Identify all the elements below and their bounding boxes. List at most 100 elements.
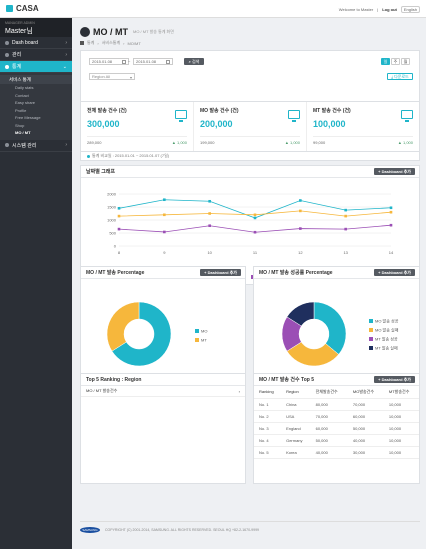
table-cell: 50,000 [347, 422, 384, 435]
sidebar-item-dashboard[interactable]: Dash board › [0, 37, 72, 49]
table-cell: China [281, 398, 311, 411]
stat-delta: ▲ 1,000 [397, 140, 413, 145]
pie-slice [313, 301, 347, 355]
welcome-text: Welcome to Master [338, 7, 374, 12]
plus-icon: + [204, 270, 208, 275]
top-bar: CASA Welcome to Master | Log out English [0, 0, 426, 18]
chevron-right-icon: › [65, 51, 67, 58]
sidebar-item-system[interactable]: 시스템 관리 › [0, 140, 72, 152]
search-button[interactable]: ⌕ 검색 [184, 58, 204, 65]
top5-row[interactable]: MO / MT 발송건수 › [81, 386, 245, 397]
date-to-input[interactable]: 2015.01.08 [133, 58, 173, 65]
y-tick-label: 500 [109, 231, 116, 236]
table-cell: 10,000 [383, 398, 419, 411]
add-dashboard-button[interactable]: + Dashboard 추가 [374, 269, 415, 276]
stat-label: MT 발송 건수 (건) [313, 108, 351, 114]
logo[interactable]: CASA [6, 4, 39, 13]
language-select[interactable]: English [400, 6, 420, 13]
plus-icon: + [378, 169, 382, 174]
legend-swatch [250, 275, 255, 279]
date-to-value: 2015.01.08 [136, 59, 157, 64]
legend-swatch [369, 337, 373, 341]
legend-label: MT 발송 실패 [375, 345, 398, 351]
x-tick-label: 10 [207, 250, 212, 255]
sidebar-item-stats[interactable]: 통계 ⌄ [0, 61, 72, 73]
table-row: No. 4 Germany 50,000 40,000 10,000 [254, 434, 419, 447]
sidebar-subitem[interactable]: Easy share [15, 100, 36, 106]
sidebar-subitem[interactable]: Shop [15, 122, 25, 128]
breadcrumb-item[interactable]: 서비스통계 [101, 40, 121, 45]
calendar-icon[interactable] [166, 60, 170, 64]
y-tick-label: 1500 [107, 205, 117, 210]
table-cell: 10,000 [383, 434, 419, 447]
region-select[interactable]: Region All ▾ [89, 73, 135, 80]
breadcrumb-item[interactable]: 통계 [87, 40, 95, 45]
stat-value: 200,000 [200, 119, 233, 129]
x-tick-label: 12 [298, 250, 303, 255]
samsung-logo: SAMSUNG [80, 526, 100, 533]
sidebar-subitem[interactable]: Profile [15, 107, 27, 113]
compare-note-text: 통계 비교일 : 2015.01.01 ~ 2015.01.07 (7일) [92, 153, 170, 158]
data-point [208, 212, 211, 215]
table-header-row: Ranking Region 전체발송건수 MO발송건수 MT발송건수 [254, 386, 419, 399]
dashboard-icon [5, 40, 9, 45]
period-week-button[interactable]: 주 [391, 58, 400, 65]
table-row: No. 1 China 80,000 70,000 10,000 [254, 398, 419, 411]
data-point [299, 209, 302, 213]
table-header-cell: Region [281, 386, 311, 399]
add-dashboard-button[interactable]: + Dashboard 추가 [374, 376, 415, 383]
legend-swatch [195, 338, 199, 342]
page-icon [80, 27, 90, 37]
sidebar-subitem[interactable]: Contact [15, 92, 29, 98]
sidebar-subheader[interactable]: 서비스 통계 [0, 75, 72, 84]
monitor-icon [175, 110, 187, 122]
table-cell: No. 4 [254, 434, 282, 447]
sidebar-subitem[interactable]: Free Message [15, 115, 41, 121]
stat-prev: 99,000 [313, 140, 326, 145]
sidebar-subitem[interactable]: Daily stats [15, 85, 34, 91]
period-month-button[interactable]: 월 [401, 58, 410, 65]
sidebar: MANAGER ADMIN Master님 Dash board › 관리 › … [0, 18, 72, 549]
breadcrumb: 통계 › 서비스통계 › MO/MT [80, 40, 141, 46]
table-cell: 70,000 [347, 398, 384, 411]
data-point [253, 230, 257, 234]
date-from-input[interactable]: 2015.01.08 [89, 58, 129, 65]
chevron-down-icon: ⌄ [62, 63, 67, 70]
pie-chart-success: MO 발송 성공 MO 발송 실패 MT 발송 성공 MT 발송 실패 [281, 301, 399, 367]
panel-title: MO / MT 발송 건수 Top 5 [259, 377, 314, 383]
sidebar-item-manage[interactable]: 관리 › [0, 49, 72, 61]
legend-label: MO [201, 329, 207, 334]
top5-row-label: MO / MT 발송건수 [86, 388, 118, 393]
home-icon[interactable] [80, 41, 84, 45]
download-label: 다운로드 [394, 73, 409, 79]
button-label: Dashboard 추가 [381, 168, 411, 174]
download-button[interactable]: ⤓ 다운로드 [387, 73, 413, 80]
panel-header: MO / MT 발송 건수 Top 5 + Dashboard 추가 [254, 374, 419, 386]
x-tick-label: 14 [389, 250, 394, 255]
table-cell: No. 1 [254, 398, 282, 411]
table-row: No. 5 Korea 40,000 30,000 10,000 [254, 446, 419, 459]
table-cell: 30,000 [347, 446, 384, 459]
add-dashboard-button[interactable]: + Dashboard 추가 [200, 269, 241, 276]
table-cell: 50,000 [310, 434, 348, 447]
legend-label: MO 발송 성공 [375, 318, 399, 324]
sidebar-item-label: 시스템 관리 [12, 142, 37, 149]
legend-swatch [369, 328, 373, 332]
pie-panel-success: MO / MT 발송 성공률 Percentage + Dashboard 추가… [253, 266, 420, 383]
calendar-icon[interactable] [122, 60, 126, 64]
logout-link[interactable]: Log out [382, 7, 397, 12]
legend-swatch [369, 346, 373, 350]
search-label: 검색 [191, 58, 200, 64]
table-cell: No. 3 [254, 422, 282, 435]
period-day-button[interactable]: 일 [381, 58, 390, 65]
filter-panel: 2015.01.08 ~ 2015.01.08 ⌕ 검색 일 주 월 Regio… [80, 50, 420, 102]
page-subtitle: MO / MT 발송 통계 화면 [133, 29, 174, 34]
add-dashboard-button[interactable]: + Dashboard 추가 [374, 168, 415, 175]
table-cell: Germany [281, 434, 311, 447]
button-label: Dashboard 추가 [207, 269, 237, 275]
sidebar-subitem[interactable]: MO / MT [15, 130, 31, 136]
x-tick-label: 13 [343, 250, 348, 255]
date-separator: ~ [128, 59, 131, 64]
data-point [163, 230, 166, 234]
data-point [344, 214, 347, 218]
